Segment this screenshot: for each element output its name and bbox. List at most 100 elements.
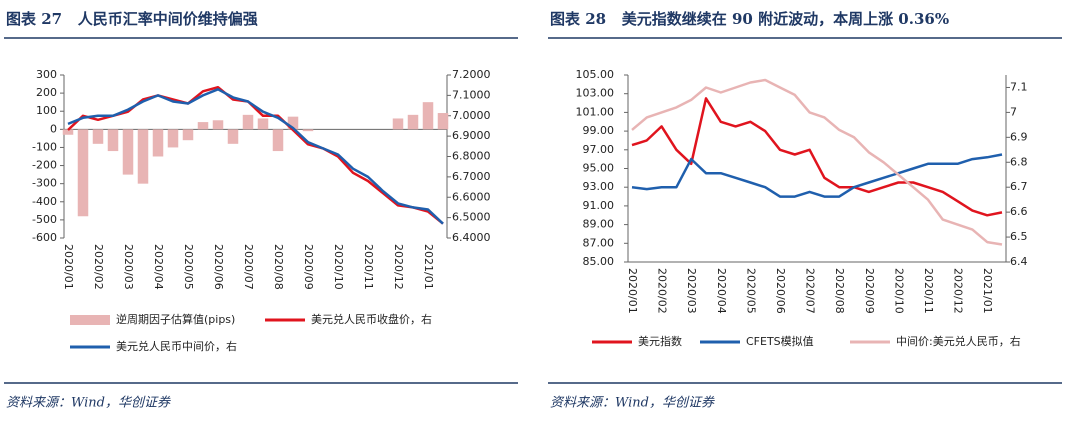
y2-tick-label: 6.7000 <box>452 170 491 183</box>
y-tick-label: 100 <box>36 104 57 117</box>
bar <box>197 122 209 130</box>
y-tick-label: 101.00 <box>576 105 615 118</box>
x-tick-label: 2021/01 <box>422 244 435 290</box>
y-tick-label: 200 <box>36 86 57 99</box>
bar <box>392 118 404 130</box>
bar <box>302 129 314 132</box>
y-tick-label: 97.00 <box>583 143 615 156</box>
x-tick-label: 2020/05 <box>182 244 195 290</box>
y-tick-label: 103.00 <box>576 87 615 100</box>
x-tick-label: 2020/01 <box>62 244 75 290</box>
y2-tick-label: 7.2000 <box>452 68 491 81</box>
bar <box>167 129 179 148</box>
y-tick-label: 93.00 <box>583 180 615 193</box>
y-tick-label: -500 <box>32 213 57 226</box>
x-tick-label: 2020/09 <box>302 244 315 290</box>
bar <box>437 113 449 130</box>
bar <box>242 114 254 130</box>
x-tick-label: 2020/07 <box>242 244 255 290</box>
bar <box>287 116 299 130</box>
y-tick-label: 300 <box>36 68 57 81</box>
source: 资料来源：Wind，华创证券 <box>550 396 715 411</box>
bar <box>77 129 89 217</box>
x-tick-label: 2020/05 <box>744 268 757 314</box>
bar <box>152 129 164 157</box>
y2-tick-label: 6.8 <box>1010 155 1028 168</box>
x-tick-label: 2020/10 <box>332 244 345 290</box>
y2-tick-label: 7.0000 <box>452 109 491 122</box>
x-tick-label: 2020/04 <box>715 268 728 314</box>
y2-tick-label: 6.4 <box>1010 255 1028 268</box>
y2-tick-label: 7 <box>1010 105 1017 118</box>
line <box>67 88 444 225</box>
y-tick-label: -300 <box>32 177 57 190</box>
x-tick-label: 2020/04 <box>152 244 165 290</box>
line <box>631 97 1003 217</box>
y-tick-label: 0 <box>50 122 57 135</box>
y2-tick-label: 6.5 <box>1010 230 1028 243</box>
x-tick-label: 2020/12 <box>952 268 965 314</box>
legend-label: 中间价:美元兑人民币，右 <box>896 334 1021 348</box>
y-tick-label: -200 <box>32 159 57 172</box>
x-tick-label: 2020/02 <box>92 244 105 290</box>
x-tick-label: 2020/11 <box>922 268 935 314</box>
y-tick-label: 95.00 <box>583 162 615 175</box>
y2-tick-label: 7.1 <box>1010 80 1028 93</box>
legend-label: 逆周期因子估算值(pips) <box>116 312 235 326</box>
x-tick-label: 2020/09 <box>863 268 876 314</box>
y-tick-label: -600 <box>32 231 57 244</box>
bar <box>257 118 269 130</box>
x-tick-label: 2020/11 <box>362 244 375 290</box>
y-tick-label: -100 <box>32 140 57 153</box>
chart-title: 图表 28 美元指数继续在 90 附近波动，本周上涨 0.36% <box>550 10 949 28</box>
y-tick-label: 85.00 <box>583 255 615 268</box>
legend-label: 美元兑人民币收盘价，右 <box>311 312 432 326</box>
line <box>631 78 1003 246</box>
x-tick-label: 2020/03 <box>122 244 135 290</box>
y2-tick-label: 6.7 <box>1010 180 1028 193</box>
y2-tick-label: 6.8000 <box>452 150 491 163</box>
x-tick-label: 2020/08 <box>833 268 846 314</box>
bar <box>422 102 434 130</box>
x-tick-label: 2020/06 <box>212 244 225 290</box>
y-tick-label: 91.00 <box>583 199 615 212</box>
legend-label: 美元指数 <box>638 334 682 348</box>
bar <box>137 129 149 184</box>
bar <box>92 129 104 144</box>
y-tick-label: 99.00 <box>583 124 615 137</box>
y-tick-label: -400 <box>32 195 57 208</box>
x-tick-label: 2020/06 <box>774 268 787 314</box>
y2-tick-label: 6.9 <box>1010 130 1028 143</box>
y2-tick-label: 6.6 <box>1010 205 1028 218</box>
bar <box>212 120 224 130</box>
bar <box>107 129 119 152</box>
x-tick-label: 2020/07 <box>804 268 817 314</box>
x-tick-label: 2020/10 <box>892 268 905 314</box>
y-tick-label: 105.00 <box>576 68 615 81</box>
bar <box>182 129 194 141</box>
y-tick-label: 87.00 <box>583 236 615 249</box>
y-tick-label: 89.00 <box>583 218 615 231</box>
y2-tick-label: 6.6000 <box>452 190 491 203</box>
y2-tick-label: 7.1000 <box>452 88 491 101</box>
legend-label: 美元兑人民币中间价，右 <box>116 339 237 353</box>
bar <box>407 114 419 130</box>
chart-title: 图表 27 人民币汇率中间价维持偏强 <box>6 10 258 28</box>
bar <box>62 129 74 135</box>
x-tick-label: 2020/08 <box>272 244 285 290</box>
source: 资料来源：Wind，华创证券 <box>6 396 171 411</box>
bar <box>227 129 239 144</box>
bar <box>272 129 284 152</box>
bar <box>122 129 134 175</box>
legend-label: CFETS模拟值 <box>746 334 814 348</box>
x-tick-label: 2021/01 <box>981 268 994 314</box>
y2-tick-label: 6.4000 <box>452 231 491 244</box>
x-tick-label: 2020/02 <box>656 268 669 314</box>
line <box>631 153 1003 198</box>
legend-swatch <box>70 315 110 325</box>
x-tick-label: 2020/12 <box>392 244 405 290</box>
x-tick-label: 2020/01 <box>626 268 639 314</box>
y2-tick-label: 6.5000 <box>452 211 491 224</box>
x-tick-label: 2020/03 <box>685 268 698 314</box>
